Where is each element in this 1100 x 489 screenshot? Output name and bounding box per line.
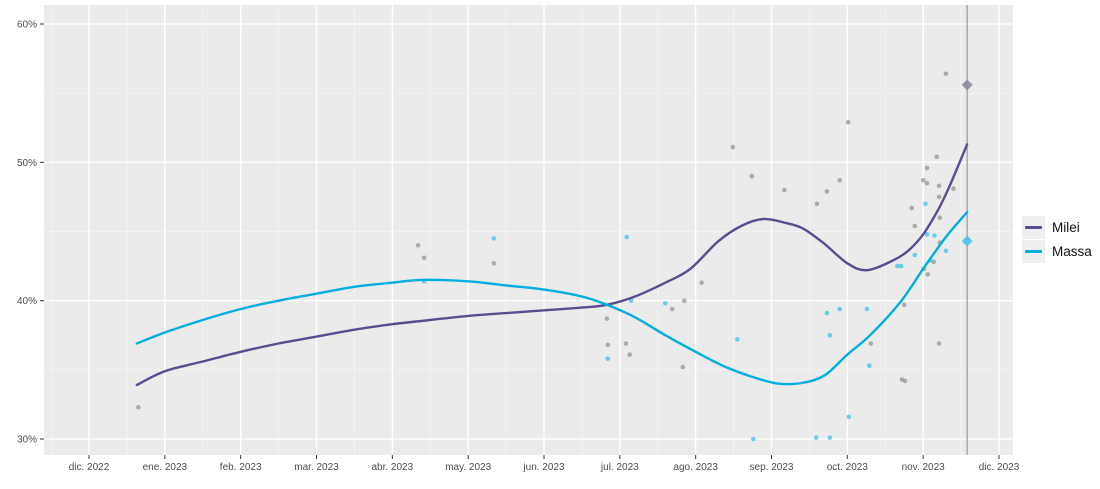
milei-result-diamond-icon xyxy=(961,79,973,91)
y-tick-label: 40% xyxy=(17,296,37,307)
axis-ticks xyxy=(40,23,1000,459)
legend-label-milei: Milei xyxy=(1052,219,1080,235)
x-tick-label: nov. 2023 xyxy=(902,462,946,473)
legend: Milei Massa xyxy=(1022,215,1092,263)
massa-poll-points xyxy=(421,201,949,442)
x-tick-label: mar. 2023 xyxy=(294,462,339,473)
y-tick-label: 30% xyxy=(17,434,37,445)
x-tick-label: abr. 2023 xyxy=(371,462,413,473)
legend-label-massa: Massa xyxy=(1052,243,1092,259)
y-tick-label: 60% xyxy=(17,20,37,31)
massa-result-diamond-icon xyxy=(961,235,973,247)
x-tick-label: dic. 2022 xyxy=(69,462,110,473)
milei-poll-points xyxy=(136,71,956,410)
milei-smooth-line xyxy=(135,143,969,387)
x-tick-label: sep. 2023 xyxy=(750,462,794,473)
y-axis-labels: 30% 40% 50% 60% xyxy=(17,20,37,446)
x-tick-label: ago. 2023 xyxy=(673,462,718,473)
x-tick-label: may. 2023 xyxy=(445,462,491,473)
x-tick-label: ene. 2023 xyxy=(143,462,188,473)
x-tick-label: oct. 2023 xyxy=(827,462,869,473)
grid-major xyxy=(44,5,1013,455)
plot-panel xyxy=(44,5,1013,455)
legend-key-massa xyxy=(1022,239,1045,263)
x-tick-label: jul. 2023 xyxy=(600,462,639,473)
y-tick-label: 50% xyxy=(17,158,37,169)
legend-item-massa: Massa xyxy=(1022,239,1092,263)
massa-smooth-line xyxy=(135,210,969,386)
milei-line-swatch-icon xyxy=(1025,225,1042,229)
massa-line-swatch-icon xyxy=(1025,249,1042,253)
x-tick-label: dic. 2023 xyxy=(979,462,1020,473)
legend-key-milei xyxy=(1022,215,1045,239)
legend-item-milei: Milei xyxy=(1022,215,1092,239)
x-axis-labels: dic. 2022 ene. 2023 feb. 2023 mar. 2023 abr.… xyxy=(69,462,1020,473)
x-tick-label: feb. 2023 xyxy=(220,462,262,473)
x-tick-label: jun. 2023 xyxy=(522,462,565,473)
